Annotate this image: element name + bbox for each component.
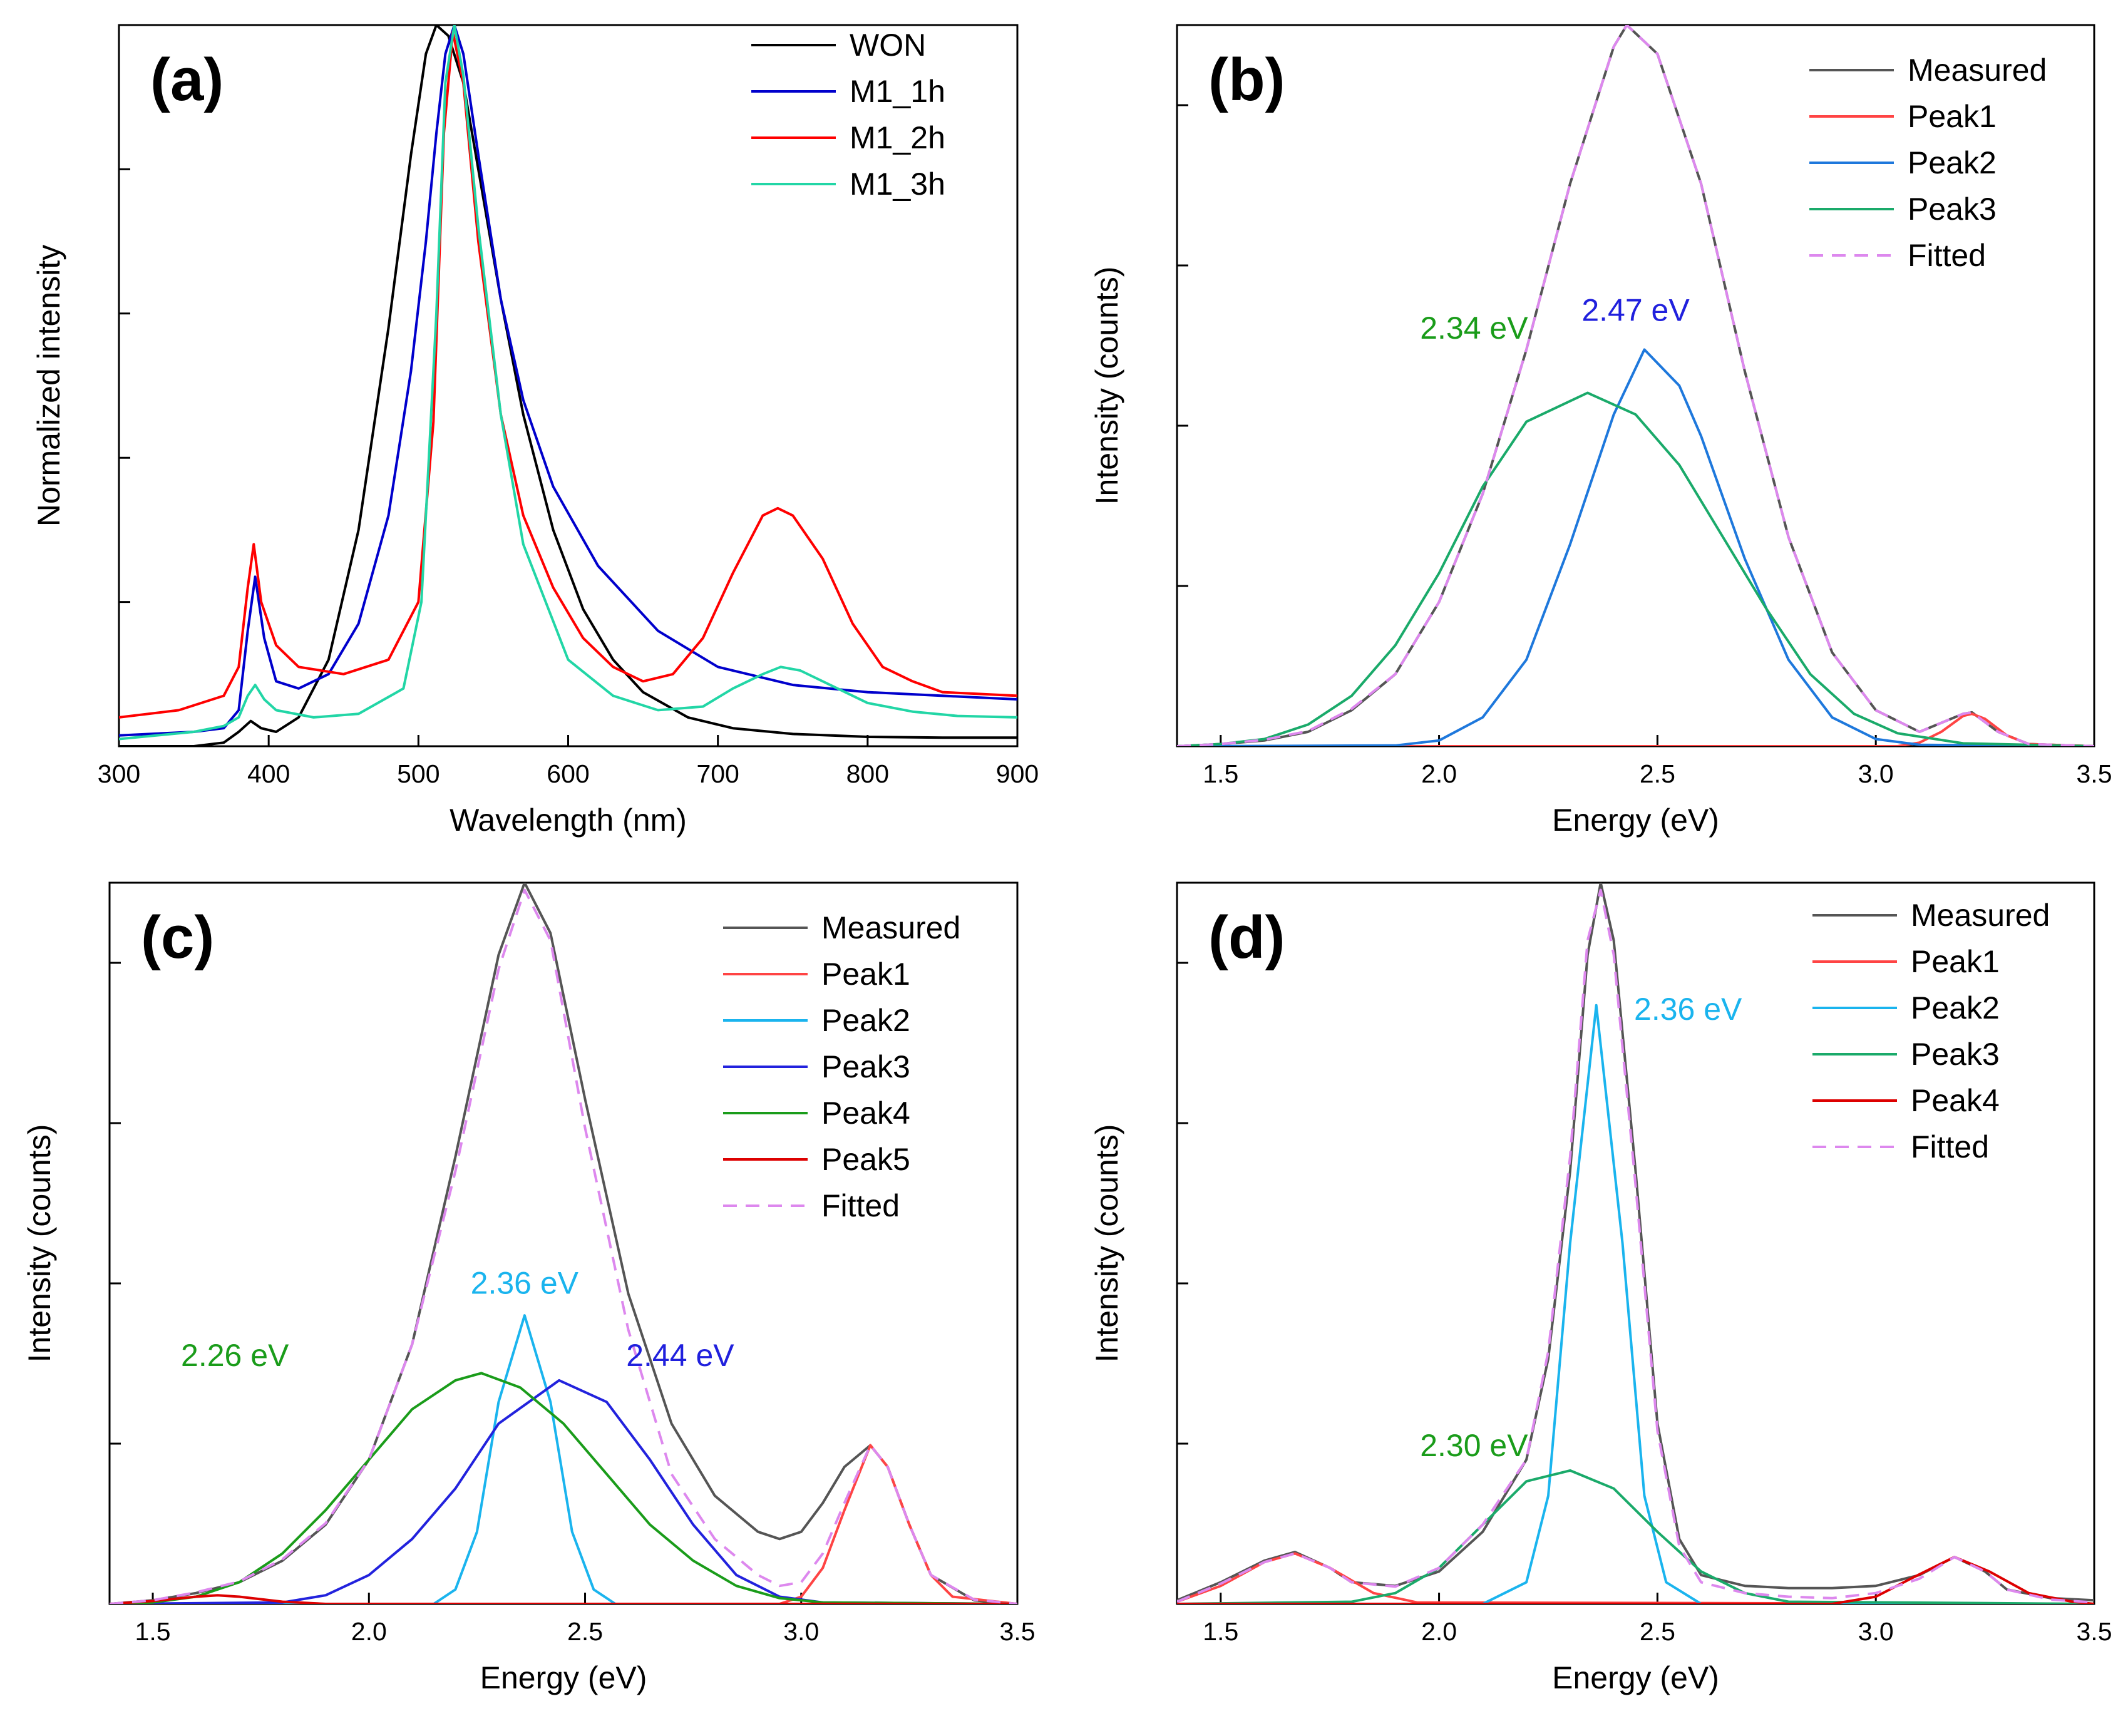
x-tick-label: 2.5 xyxy=(567,1617,603,1646)
legend-label-measured: Measured xyxy=(1908,53,2047,88)
series-line-peak3 xyxy=(1177,1469,2094,1604)
series-line-peak4 xyxy=(1177,1556,2094,1604)
x-tick-label: 800 xyxy=(846,759,889,788)
legend-label-measured: Measured xyxy=(821,910,960,945)
legend-label-measured: Measured xyxy=(1911,898,2050,933)
x-tick-label: 2.0 xyxy=(351,1617,387,1646)
y-axis-title: Intensity (counts) xyxy=(1089,267,1124,505)
legend-label-fitted: Fitted xyxy=(821,1188,900,1223)
legend-label-peak2: Peak2 xyxy=(1908,145,1997,180)
series-line-peak3 xyxy=(110,1379,1017,1604)
series-line-m1-1h xyxy=(119,25,1017,737)
x-axis-title: Energy (eV) xyxy=(1552,803,1719,838)
legend-label-peak1: Peak1 xyxy=(821,957,910,992)
peak-annotation: 2.36 eV xyxy=(471,1266,579,1301)
chart-panel-c: 1.5 2.0 2.5 3.0 3.5 Energy (eV) Intensity (cou… xyxy=(22,881,1036,1695)
x-axis-title: Wavelength (nm) xyxy=(450,803,687,838)
x-tick-label: 3.5 xyxy=(2077,759,2112,788)
series-line-peak4 xyxy=(110,1372,1017,1604)
x-tick-label: 300 xyxy=(98,759,140,788)
panel-label: (c) xyxy=(141,904,214,971)
x-tick-label: 900 xyxy=(996,759,1039,788)
peak-annotation: 2.44 eV xyxy=(626,1338,734,1373)
legend-label-peak5: Peak5 xyxy=(821,1142,910,1177)
legend-label-peak4: Peak4 xyxy=(1911,1083,2000,1118)
legend-label-peak1: Peak1 xyxy=(1908,99,1997,134)
legend: WON M1_1h M1_2h M1_3h xyxy=(751,28,945,202)
chart-panel-a: 300 400 500 600 700 800 900 Wavelength (nm) Norm… xyxy=(31,24,1039,838)
x-tick-label: 2.0 xyxy=(1421,759,1457,788)
series-line-m1-3h xyxy=(119,25,1017,741)
series-line-peak5 xyxy=(110,1594,1017,1604)
legend: Measured Peak1 Peak2 Peak3 Fitted xyxy=(1809,53,2047,273)
x-tick-label: 500 xyxy=(397,759,439,788)
series-line-peak2 xyxy=(1177,348,2094,746)
legend-label-fitted: Fitted xyxy=(1908,238,1986,273)
legend-label-peak3: Peak3 xyxy=(1908,192,1997,227)
peak-annotation: 2.26 eV xyxy=(181,1338,289,1373)
x-tick-label: 1.5 xyxy=(135,1617,171,1646)
legend-label-fitted: Fitted xyxy=(1911,1129,1989,1164)
y-axis-title: Normalized intensity xyxy=(31,245,66,526)
x-tick-label: 2.5 xyxy=(1640,1617,1675,1646)
series-line-peak3 xyxy=(1177,391,2094,746)
series-line-won xyxy=(119,25,1017,746)
x-tick-label: 1.5 xyxy=(1203,759,1238,788)
chart-panel-d: 1.5 2.0 2.5 3.0 3.5 Energy (eV) Intensity (cou… xyxy=(1089,881,2112,1695)
series-line-fitted xyxy=(1177,25,2094,746)
series-line-peak2 xyxy=(1177,1004,2094,1604)
y-axis-title: Intensity (counts) xyxy=(1089,1124,1124,1363)
peak-annotation: 2.34 eV xyxy=(1420,311,1528,346)
peak-annotation: 2.36 eV xyxy=(1634,992,1742,1027)
panel-label: (a) xyxy=(150,46,224,113)
series-group xyxy=(110,883,1017,1604)
x-tick-label: 2.0 xyxy=(1421,1617,1457,1646)
series-line-fitted xyxy=(1177,888,2094,1604)
legend-label-peak4: Peak4 xyxy=(821,1096,910,1131)
legend-label-m1-3h: M1_3h xyxy=(850,167,945,202)
legend-label-peak3: Peak3 xyxy=(1911,1037,2000,1072)
x-tick-label: 600 xyxy=(547,759,589,788)
x-tick-label: 3.0 xyxy=(783,1617,819,1646)
series-group xyxy=(119,25,1017,746)
legend-label-won: WON xyxy=(850,28,926,63)
legend-label-peak1: Peak1 xyxy=(1911,944,2000,979)
x-axis-title: Energy (eV) xyxy=(1552,1660,1719,1695)
x-axis-title: Energy (eV) xyxy=(480,1660,647,1695)
x-tick-label: 3.0 xyxy=(1858,759,1894,788)
legend: Measured Peak1 Peak2 Peak3 Peak4 Fitted xyxy=(1812,898,2050,1164)
legend-label-m1-2h: M1_2h xyxy=(850,120,945,155)
legend-label-m1-1h: M1_1h xyxy=(850,74,945,109)
series-group xyxy=(1177,25,2094,746)
series-line-fitted xyxy=(110,888,1017,1604)
x-tick-label: 400 xyxy=(247,759,290,788)
panel-label: (d) xyxy=(1208,904,1285,971)
legend-label-peak2: Peak2 xyxy=(821,1003,910,1038)
y-axis-title: Intensity (counts) xyxy=(22,1124,57,1363)
x-tick-label: 1.5 xyxy=(1203,1617,1238,1646)
series-group xyxy=(1177,883,2094,1604)
chart-panel-b: 1.5 2.0 2.5 3.0 3.5 Energy (eV) Intensity (cou… xyxy=(1089,24,2112,838)
panel-label: (b) xyxy=(1208,46,1285,113)
peak-annotation: 2.47 eV xyxy=(1581,292,1690,327)
peak-annotation: 2.30 eV xyxy=(1420,1428,1528,1463)
x-tick-label: 2.5 xyxy=(1640,759,1675,788)
legend-label-peak3: Peak3 xyxy=(821,1049,910,1084)
x-tick-label: 3.5 xyxy=(2077,1617,2112,1646)
x-tick-label: 3.0 xyxy=(1858,1617,1894,1646)
legend-label-peak2: Peak2 xyxy=(1911,990,2000,1025)
legend: Measured Peak1 Peak2 Peak3 Peak4 Peak5 Fitted xyxy=(723,910,960,1223)
x-tick-label: 3.5 xyxy=(1000,1617,1036,1646)
x-tick-label: 700 xyxy=(696,759,739,788)
series-line-peak2 xyxy=(110,1314,1017,1604)
